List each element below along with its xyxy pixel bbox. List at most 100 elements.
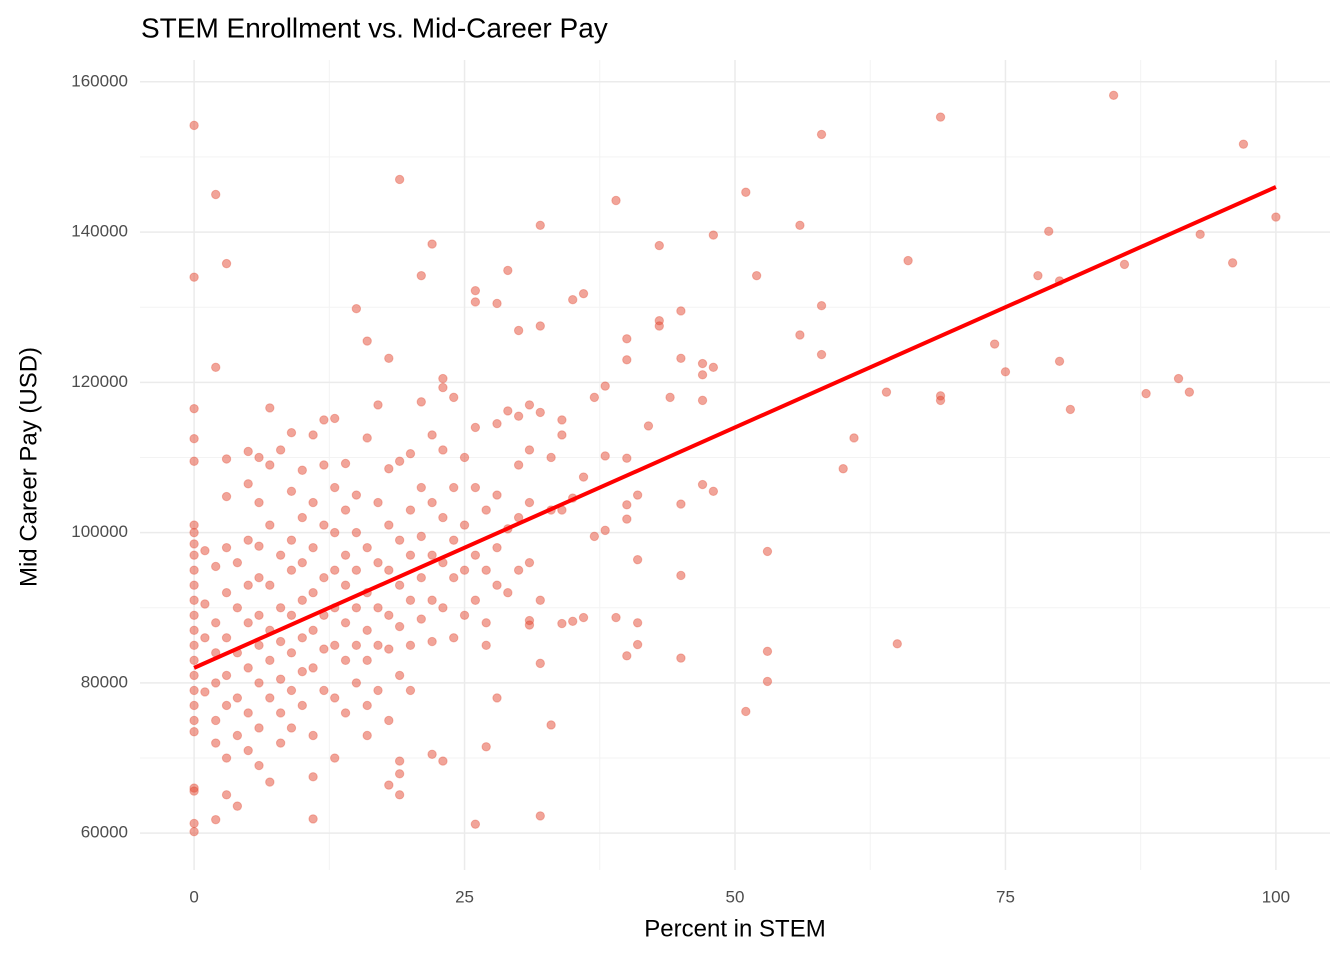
point — [697, 370, 708, 380]
point — [459, 520, 470, 530]
point — [254, 541, 264, 551]
point — [243, 535, 253, 545]
point — [319, 644, 329, 654]
point — [568, 616, 578, 626]
point — [470, 422, 481, 433]
point — [340, 505, 351, 515]
point — [200, 545, 210, 556]
point — [286, 535, 297, 545]
point — [373, 400, 383, 410]
point — [416, 573, 426, 583]
point — [524, 400, 535, 410]
point — [741, 187, 751, 197]
point — [286, 685, 297, 696]
point — [384, 353, 394, 364]
point — [449, 633, 459, 643]
point — [221, 700, 232, 711]
point — [427, 430, 437, 440]
point — [308, 663, 318, 673]
point — [330, 640, 340, 651]
point — [211, 618, 221, 628]
point — [189, 786, 199, 796]
point — [524, 557, 535, 568]
point — [492, 693, 502, 703]
grid — [140, 60, 1330, 870]
point — [351, 603, 362, 613]
point — [578, 612, 589, 623]
point — [373, 557, 383, 568]
point — [676, 499, 686, 509]
point — [243, 708, 253, 718]
point — [676, 306, 686, 316]
point — [568, 294, 578, 305]
point — [427, 550, 437, 560]
point — [189, 670, 199, 681]
point — [589, 531, 600, 542]
point — [362, 433, 372, 443]
y-tick-label: 160000 — [71, 71, 128, 90]
x-tick-label: 25 — [455, 887, 474, 906]
point — [459, 565, 470, 575]
point — [481, 742, 491, 752]
point — [394, 670, 405, 681]
point — [459, 610, 470, 620]
y-tick-label: 80000 — [81, 672, 128, 691]
point — [513, 411, 524, 421]
point — [892, 639, 902, 649]
point — [416, 614, 426, 624]
point — [265, 655, 275, 666]
point — [643, 421, 654, 431]
point — [189, 527, 199, 538]
point — [254, 610, 264, 620]
point — [481, 618, 491, 628]
point — [1054, 356, 1065, 367]
point — [189, 434, 199, 444]
point — [1195, 229, 1205, 240]
point — [232, 603, 243, 613]
point — [221, 633, 232, 643]
point — [838, 464, 848, 474]
point — [319, 573, 329, 583]
point — [308, 497, 318, 508]
point — [265, 580, 275, 590]
point — [243, 663, 253, 673]
point — [189, 700, 199, 711]
point — [503, 265, 513, 276]
point — [935, 395, 946, 406]
point — [189, 595, 199, 605]
point — [340, 655, 351, 666]
point — [373, 685, 383, 696]
point — [394, 174, 405, 185]
point — [622, 514, 632, 524]
point — [362, 625, 372, 636]
point — [1238, 139, 1249, 149]
point — [384, 520, 394, 530]
point — [416, 531, 426, 542]
point — [286, 565, 297, 575]
point — [308, 542, 318, 553]
point — [394, 790, 405, 800]
point — [989, 339, 1000, 349]
point — [632, 639, 643, 650]
point — [427, 636, 437, 647]
point — [243, 580, 253, 590]
point — [221, 454, 232, 464]
point — [384, 610, 394, 620]
point — [762, 646, 773, 657]
point — [265, 693, 275, 703]
point — [265, 777, 275, 787]
point — [351, 678, 362, 688]
point — [697, 479, 708, 490]
point — [189, 272, 199, 282]
point — [1173, 373, 1184, 384]
point — [935, 112, 946, 122]
x-axis-title: Percent in STEM — [644, 915, 825, 942]
point — [741, 706, 751, 717]
point — [297, 557, 307, 568]
point — [816, 129, 827, 140]
point — [330, 413, 340, 424]
point — [622, 651, 632, 661]
point — [189, 539, 199, 549]
